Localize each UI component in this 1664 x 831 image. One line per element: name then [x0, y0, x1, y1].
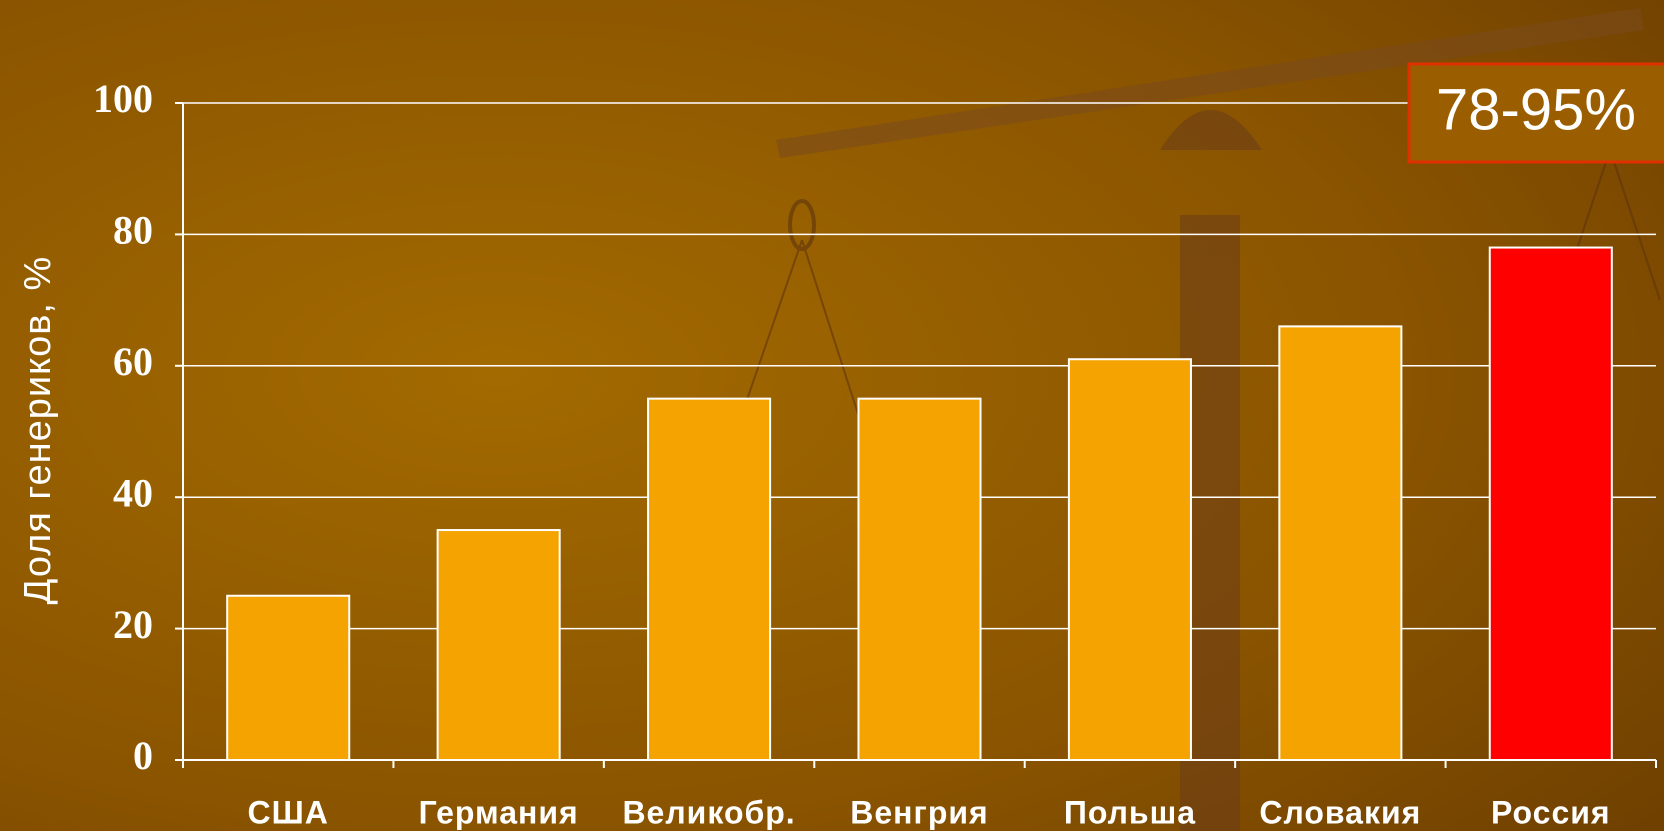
y-axis-label: Доля генериков, % — [17, 256, 59, 605]
x-tick-label: Великобр. — [622, 794, 795, 830]
x-tick-label: Россия — [1491, 794, 1611, 830]
bar — [1069, 359, 1191, 760]
x-tick-label: Польша — [1064, 794, 1196, 830]
x-tick-label: Венгрия — [850, 794, 988, 830]
y-tick-label: 0 — [133, 733, 153, 778]
x-tick-label: США — [248, 794, 329, 830]
bar — [648, 399, 770, 760]
y-tick-label: 100 — [93, 76, 153, 121]
page: Доля генериков, % 0 20 40 60 80 100 США Германи… — [0, 0, 1664, 831]
y-tick-label: 60 — [113, 339, 153, 384]
y-tick-label: 20 — [113, 602, 153, 647]
x-tick-label: Словакия — [1259, 794, 1421, 830]
y-tick-label: 40 — [113, 470, 153, 515]
y-tick-label: 80 — [113, 208, 153, 253]
bar — [438, 530, 560, 760]
annotation: 78-95% — [1436, 77, 1636, 142]
bar — [1279, 326, 1401, 760]
bar — [1490, 248, 1612, 760]
x-tick-label: Германия — [419, 794, 579, 830]
bar — [227, 596, 349, 760]
bar — [858, 399, 980, 760]
chart: Доля генериков, % 0 20 40 60 80 100 США Германи… — [0, 0, 1664, 831]
